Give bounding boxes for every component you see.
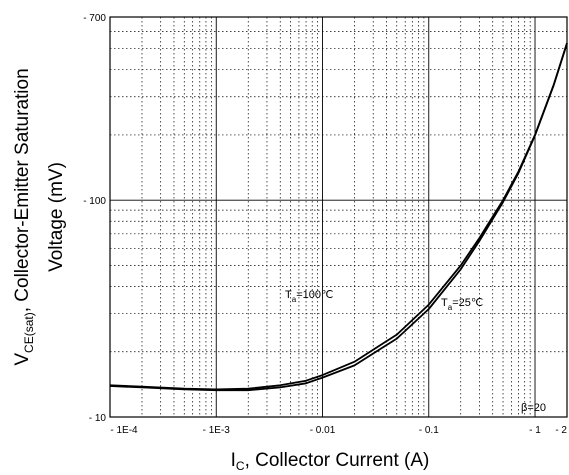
- y-axis-title-line2: Voltage (mV): [46, 162, 67, 272]
- y-axis-title-rest: , Collector-Emitter Saturation: [12, 68, 33, 312]
- x-tick-label: - 0.1: [419, 425, 439, 436]
- x-tick-label: - 2: [555, 425, 567, 436]
- grid: [109, 16, 568, 418]
- annotation-ta-25c-rest: =25℃: [452, 297, 483, 309]
- annotation-ta-100c-rest: =100℃: [296, 289, 333, 301]
- annotation-ta-25c-main: T: [441, 297, 448, 309]
- y-tick-label: - 10: [89, 413, 107, 424]
- x-tick-label: - 0.01: [310, 425, 336, 436]
- y-axis-title-sub: CE(sat): [22, 312, 36, 353]
- x-axis-title: IC, Collector Current (A): [231, 450, 430, 473]
- x-tick-label: - 1E-4: [110, 425, 138, 436]
- annotation-ta-25c: Ta=25℃: [441, 297, 483, 312]
- series-group: [109, 42, 568, 392]
- x-axis-title-sub: C: [236, 459, 245, 473]
- x-axis-title-main: I: [231, 450, 236, 471]
- y-axis-title-line1: VCE(sat), Collector-Emitter Saturation: [12, 68, 36, 365]
- plot-frame: [109, 16, 568, 418]
- tick-labels: - 1E-4 - 1E-3 - 0.01 - 0.1 - 1 - 2 - 10 - 100 - …: [83, 13, 567, 436]
- x-axis-title-rest: , Collector Current (A): [245, 450, 430, 471]
- annotation-beta: β=20: [521, 402, 546, 414]
- annotation-ta-100c: Ta=100℃: [285, 289, 333, 304]
- series-line-1: [109, 42, 568, 391]
- x-tick-label: - 1: [529, 425, 541, 436]
- annotation-ta-25c-sub: a: [448, 303, 453, 312]
- y-tick-label: - 700: [83, 13, 106, 24]
- y-axis-title-main: V: [12, 353, 33, 366]
- annotation-ta-100c-sub: a: [292, 295, 297, 304]
- y-tick-label: - 100: [83, 196, 106, 207]
- annotation-ta-100c-main: T: [285, 289, 292, 301]
- x-tick-label: - 1E-3: [203, 425, 231, 436]
- series-line-2: [109, 42, 568, 392]
